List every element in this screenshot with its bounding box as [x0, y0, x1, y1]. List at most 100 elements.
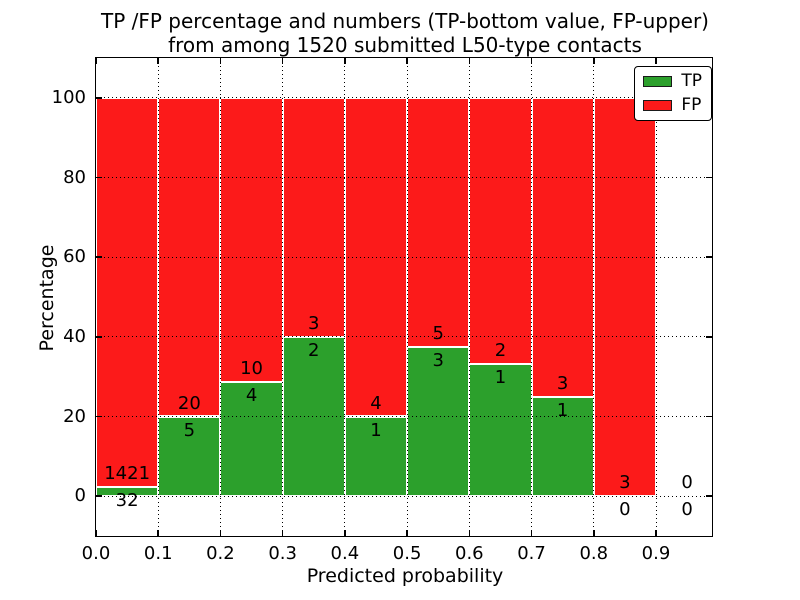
bar-tp: [344, 416, 408, 497]
y-tick-label: 0: [74, 485, 86, 507]
count-label-tp: 2: [308, 339, 320, 361]
y-tick-label: 80: [63, 166, 86, 188]
x-tick-mark-top: [95, 58, 97, 64]
count-label-tp: 1: [370, 419, 382, 441]
bar-fp: [531, 97, 594, 397]
x-tick-mark-top: [344, 58, 346, 64]
x-tick-mark: [281, 530, 284, 536]
count-label-tp: 0: [681, 499, 693, 521]
x-tick-label: 0.2: [206, 543, 235, 564]
y-tick-mark-right: [706, 176, 712, 179]
y-tick-mark: [96, 256, 102, 258]
count-label-tp: 4: [245, 385, 258, 407]
x-tick-label: 0.7: [517, 543, 546, 564]
grid-line-vertical: [468, 58, 470, 536]
grid-line-vertical: [406, 58, 408, 536]
count-label-fp: 1421: [104, 463, 151, 485]
count-label-tp: 1: [556, 399, 569, 421]
count-label-fp: 5: [432, 322, 444, 344]
grid-line-vertical: [593, 58, 595, 536]
x-tick-mark: [157, 530, 159, 536]
x-tick-label: 0.8: [579, 543, 609, 564]
bar-tp: [96, 487, 159, 497]
y-tick-mark-right: [706, 256, 712, 258]
x-tick-label: 0.3: [268, 543, 297, 564]
x-tick-mark: [344, 530, 346, 536]
count-label-tp: 32: [115, 490, 139, 512]
x-tick-mark-top: [530, 58, 533, 64]
y-tick-mark: [96, 495, 102, 497]
x-tick-mark: [530, 530, 533, 536]
chart-title-line2: from among 1520 submitted L50-type conta…: [168, 33, 642, 57]
x-tick-label: 0.0: [81, 543, 111, 564]
bar-tp: [469, 363, 532, 497]
count-label-fp: 0: [681, 472, 693, 494]
grid-line-vertical: [282, 58, 284, 536]
count-label-fp: 3: [619, 472, 631, 494]
x-tick-mark-top: [281, 58, 284, 64]
bar-fp: [282, 97, 345, 337]
x-tick-label: 0.9: [641, 543, 671, 564]
x-tick-mark: [95, 530, 97, 536]
y-tick-mark: [96, 97, 102, 99]
grid-line-vertical: [655, 58, 657, 536]
grid-line-vertical: [344, 58, 346, 536]
y-tick-mark-right: [706, 336, 712, 338]
y-tick-mark-right: [706, 415, 712, 418]
x-tick-mark: [655, 530, 657, 536]
x-tick-mark-top: [593, 58, 595, 64]
grid-line-horizontal: [96, 256, 712, 258]
x-tick-label: 0.5: [392, 543, 422, 564]
count-label-fp: 2: [494, 339, 507, 361]
x-tick-mark-top: [157, 58, 159, 64]
grid-line-horizontal: [96, 336, 712, 338]
y-tick-label: 60: [63, 246, 86, 268]
bar-fp: [469, 97, 532, 364]
plot-area: 0.0 0.1 0.2 0.3 0.4 0.5 0.6 0.7 0.8 0.9 0 20 40 60 80 1…: [52, 57, 713, 564]
count-label-fp: 3: [556, 372, 569, 394]
x-tick-mark: [593, 530, 595, 536]
y-tick-mark: [96, 415, 102, 418]
x-tick-label: 0.4: [330, 543, 360, 564]
x-tick-mark: [219, 530, 222, 536]
count-label-fp: 10: [240, 358, 263, 380]
x-tick-mark-top: [655, 58, 657, 64]
count-label-tp: 3: [432, 349, 444, 371]
legend-label-fp: FP: [681, 95, 702, 115]
grid-line-horizontal: [96, 495, 712, 497]
legend: TP FP: [634, 66, 712, 121]
count-label-fp: 4: [370, 392, 382, 414]
y-tick-label: 40: [63, 325, 86, 347]
plot-canvas: 0.0 0.1 0.2 0.3 0.4 0.5 0.6 0.7 0.8 0.9 0 20 40 60 80 1…: [52, 58, 712, 564]
x-tick-label: 0.6: [455, 543, 484, 564]
count-label-tp: 5: [183, 419, 196, 441]
x-axis-label: Predicted probability: [306, 565, 504, 587]
grid-line-horizontal: [96, 416, 712, 417]
x-tick-mark: [406, 530, 408, 536]
bar-tp: [220, 382, 283, 497]
grid-line-horizontal: [96, 177, 712, 178]
legend-swatch-tp-icon: [643, 76, 673, 87]
y-tick-mark: [96, 336, 102, 338]
y-tick-label: 20: [63, 405, 86, 427]
x-tick-mark: [468, 530, 471, 536]
legend-label-tp: TP: [681, 71, 702, 91]
grid-line-horizontal: [96, 97, 712, 99]
chart-title-line1: TP /FP percentage and numbers (TP-bottom…: [101, 9, 709, 33]
x-tick-mark-top: [219, 58, 222, 64]
y-tick-label: 100: [51, 86, 86, 108]
grid-line-vertical: [219, 58, 221, 536]
count-label-tp: 1: [494, 366, 507, 388]
count-label-fp: 20: [177, 392, 201, 414]
bar-tp: [531, 396, 594, 497]
legend-item-fp: FP: [643, 97, 702, 114]
grid-line-vertical: [157, 58, 159, 536]
y-tick-mark-right: [706, 495, 712, 497]
count-label-tp: 0: [619, 499, 631, 521]
bar-tp: [407, 346, 470, 497]
bar-fp: [96, 97, 159, 488]
count-label-fp: 3: [308, 312, 320, 334]
x-tick-mark-top: [406, 58, 408, 64]
x-tick-mark-top: [468, 58, 471, 64]
legend-item-tp: TP: [643, 73, 702, 90]
